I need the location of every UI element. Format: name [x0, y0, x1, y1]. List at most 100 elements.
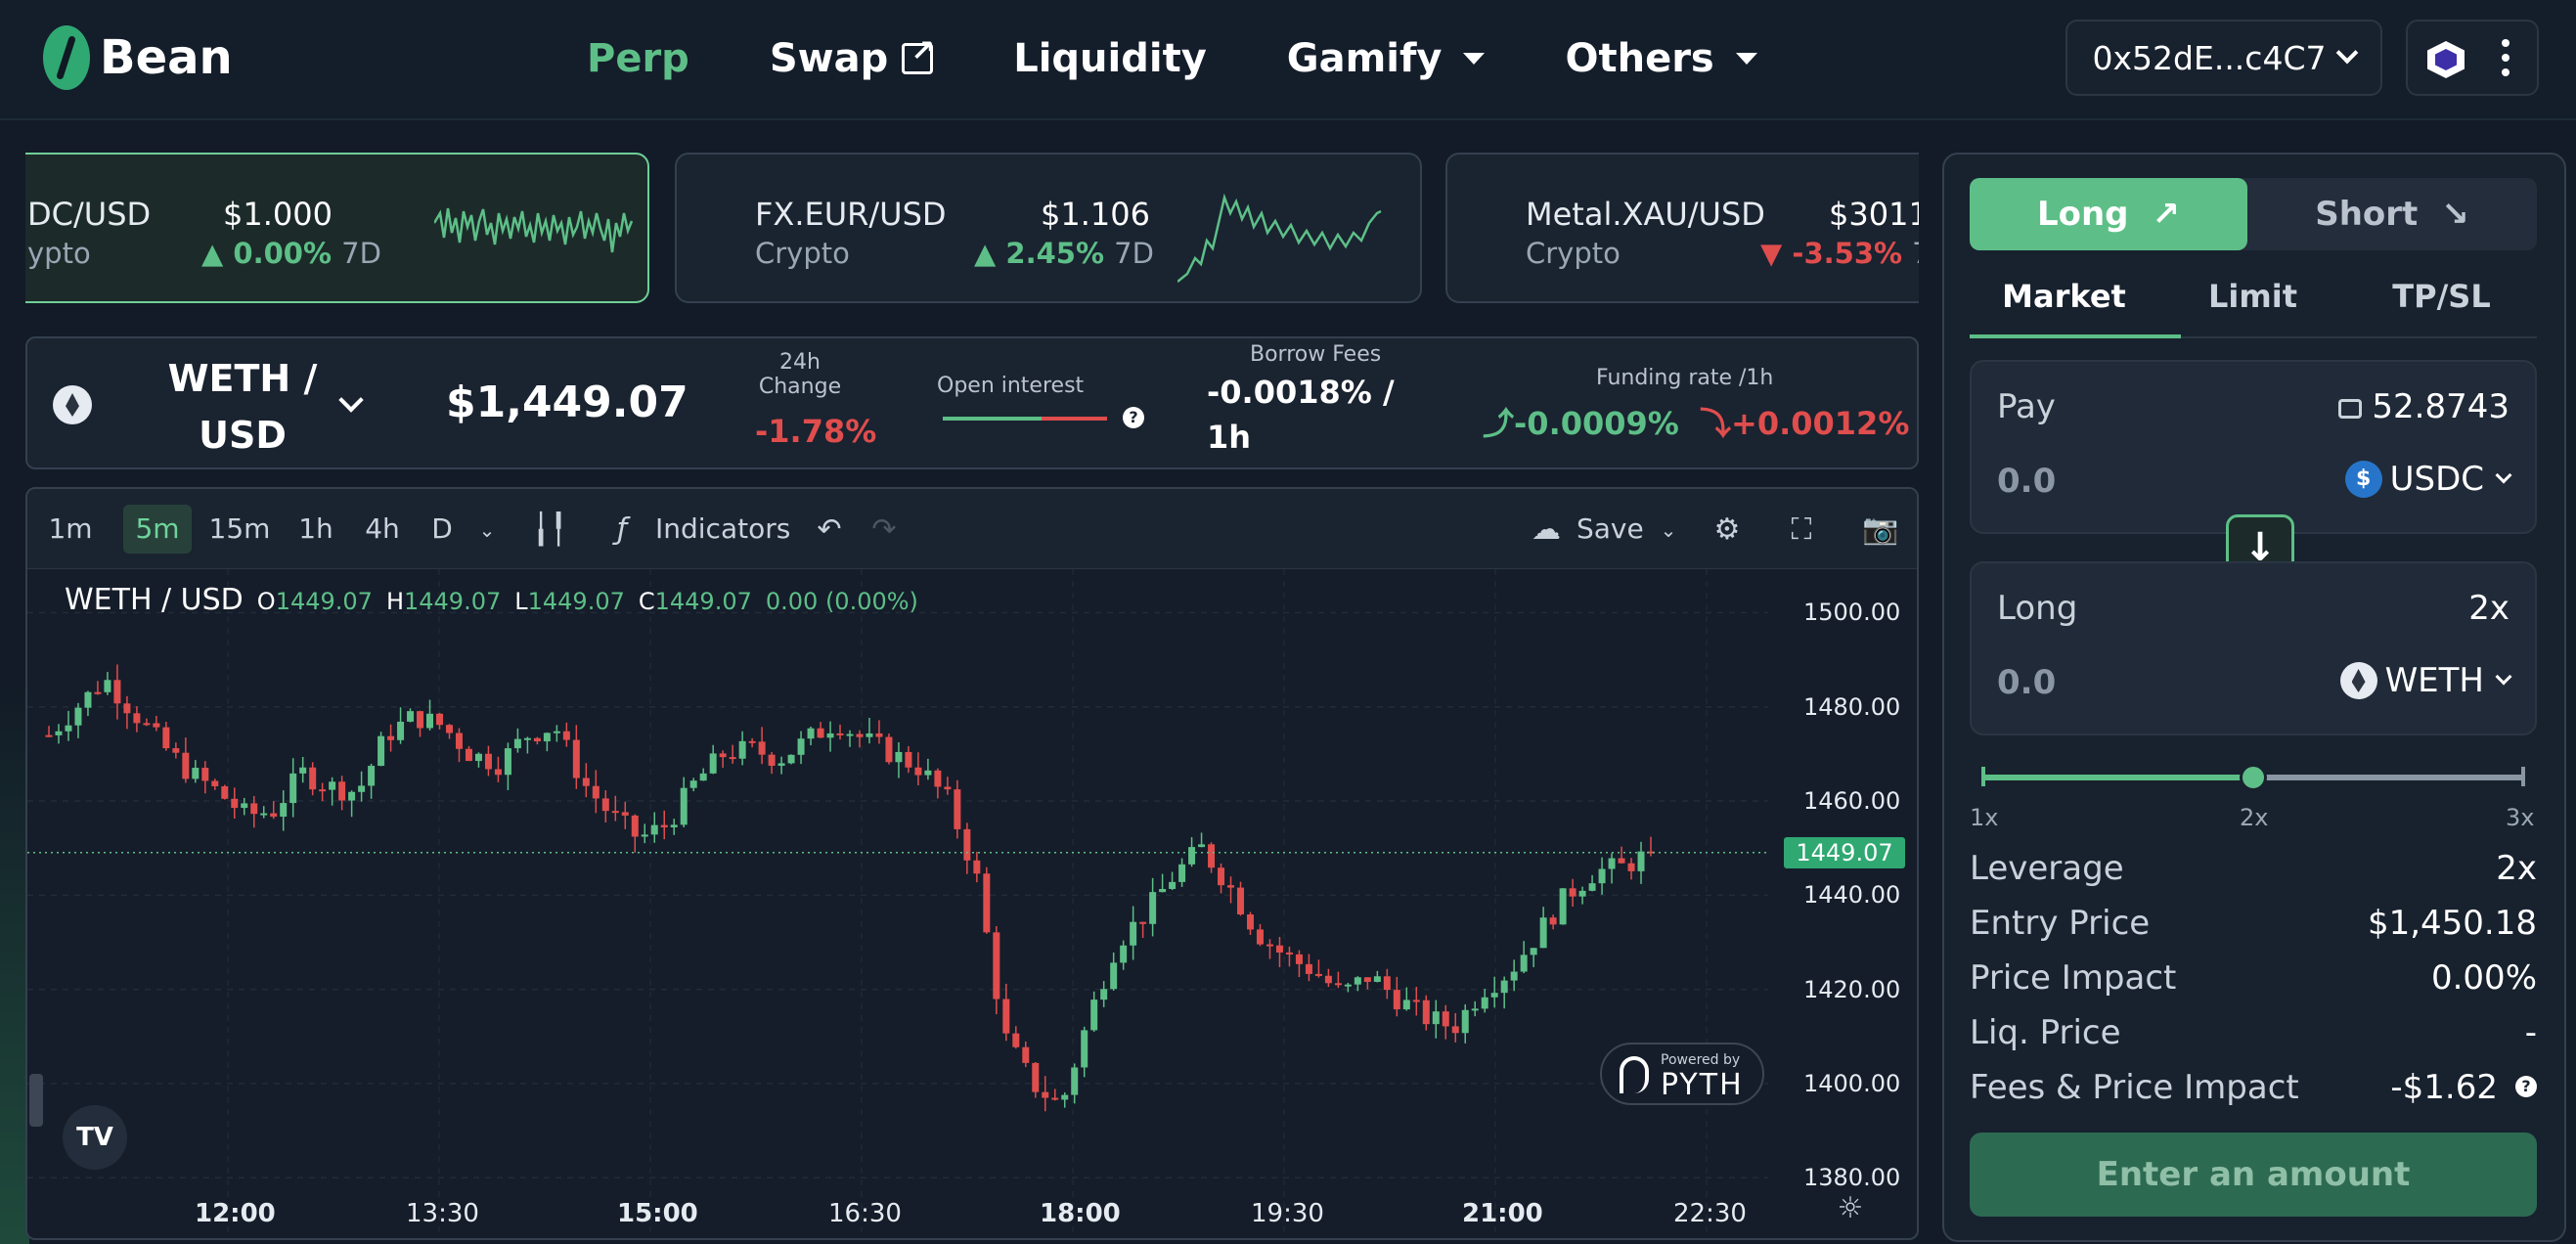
candle-body — [1208, 844, 1216, 868]
candle-body — [309, 767, 317, 790]
candle-body — [1295, 954, 1303, 964]
candle-style-icon[interactable]: ╽╿ — [532, 512, 568, 547]
candle-body — [543, 733, 551, 742]
timeframe-1m[interactable]: 1m — [48, 512, 93, 545]
candle-body — [709, 753, 717, 774]
candle-body — [866, 733, 873, 737]
nav-swap[interactable]: Swap — [769, 29, 936, 88]
chevron-down-icon[interactable]: ⌄ — [478, 518, 496, 542]
candle-body — [1354, 977, 1361, 985]
indicators-button[interactable]: Indicators — [655, 512, 791, 545]
candle-body — [455, 733, 463, 749]
tradingview-logo-icon[interactable]: TV — [63, 1105, 127, 1170]
tab-underline — [1970, 334, 2181, 338]
info-entry-price: Entry Price $1,450.18 — [1970, 904, 2537, 953]
tab-tpsl[interactable]: TP/SL — [2392, 278, 2491, 315]
candle-body — [523, 737, 531, 740]
candle-body — [680, 787, 688, 825]
candle-body — [641, 834, 648, 837]
chart-plot-area[interactable] — [27, 569, 1917, 1238]
save-button[interactable]: Save — [1577, 512, 1644, 545]
candle-body — [562, 731, 570, 740]
receive-token-label: WETH — [2384, 661, 2484, 700]
wallet-button[interactable]: 0x52dE...c4C7 — [2065, 20, 2382, 96]
help-icon[interactable]: ? — [2515, 1076, 2537, 1097]
pay-amount-input[interactable]: 0.0 — [1997, 462, 2057, 501]
nav-gamify[interactable]: Gamify — [1287, 29, 1486, 88]
candle-body — [1344, 984, 1352, 987]
eth-icon — [53, 385, 92, 424]
borrow-value: -0.0018% / 1h — [1207, 374, 1395, 456]
timeframe-4h[interactable]: 4h — [365, 512, 400, 545]
long-button[interactable]: Long ↗ — [1970, 178, 2247, 250]
more-menu-icon[interactable] — [2502, 39, 2509, 78]
candle-body — [1461, 1009, 1469, 1034]
candle-body — [1227, 885, 1235, 888]
candle-body — [944, 786, 952, 790]
ticker-name: Metal.XAU/USD — [1526, 196, 1765, 233]
ticker-card[interactable]: FX.EUR/USD Crypto $1.106 ▲ 2.45% 7D — [675, 153, 1422, 303]
pay-box: Pay 52.8743 0.0 $ USDC — [1970, 360, 2537, 534]
pay-balance-value: 52.8743 — [2372, 387, 2509, 426]
trend-down-icon: ↘ — [2441, 195, 2469, 234]
candle-body — [407, 711, 415, 722]
candle-body — [162, 727, 170, 749]
tab-limit[interactable]: Limit — [2208, 278, 2297, 315]
candle-body — [299, 767, 307, 774]
receive-leverage: 2x — [2468, 589, 2509, 628]
leverage-slider[interactable] — [1981, 764, 2525, 791]
chevron-down-icon[interactable] — [338, 387, 364, 413]
candle-body — [729, 757, 736, 760]
candle-body — [650, 824, 658, 835]
candle-body — [1314, 973, 1322, 976]
candle-body — [797, 738, 805, 755]
help-icon[interactable]: ? — [1123, 407, 1144, 428]
candle-body — [963, 828, 971, 861]
candle-body — [465, 748, 472, 762]
candle-body — [1285, 952, 1293, 955]
receive-amount-input[interactable]: 0.0 — [1997, 663, 2057, 702]
network-icon[interactable] — [2427, 41, 2465, 78]
top-navigation-bar: Bean Perp Swap Liquidity Gamify Others 0… — [0, 0, 2576, 120]
short-button[interactable]: Short ↘ — [2247, 178, 2537, 250]
pay-label: Pay — [1997, 387, 2056, 426]
camera-icon[interactable]: 📷 — [1862, 512, 1899, 547]
slider-knob[interactable] — [2240, 764, 2267, 791]
nav-perp[interactable]: Perp — [587, 29, 689, 88]
nav-liquidity[interactable]: Liquidity — [1013, 29, 1207, 88]
pyth-badge[interactable]: Powered by PYTH — [1600, 1043, 1764, 1105]
timeframe-15m[interactable]: 15m — [208, 512, 271, 545]
ticker-card[interactable]: DC/USD ypto $1.000 ▲ 0.00% 7D — [25, 153, 649, 303]
ticker-card[interactable]: Metal.XAU/USD Crypto $3011.2 ▼ -3.53% 7D — [1445, 153, 1919, 303]
candle-body — [1042, 1091, 1049, 1098]
undo-icon[interactable]: ↶ — [817, 512, 842, 547]
app-logo[interactable]: Bean — [43, 25, 233, 90]
chart-legend: WETH / USD O1449.07 H1449.07 L1449.07 C1… — [65, 583, 918, 617]
indicators-icon[interactable]: ƒ — [616, 512, 628, 547]
timeframe-1h[interactable]: 1h — [298, 512, 333, 545]
theme-sun-icon[interactable]: ☼ — [1837, 1191, 1864, 1225]
receive-token-selector[interactable]: WETH — [2339, 661, 2512, 700]
tab-market[interactable]: Market — [2002, 278, 2126, 315]
info-value: - — [2524, 1013, 2537, 1052]
legend-open: 1449.07 — [275, 588, 373, 615]
nav-swap-label: Swap — [769, 36, 889, 81]
candle-body — [1578, 890, 1586, 897]
pair-selector[interactable]: WETH / USD — [167, 357, 318, 457]
settings-gear-icon[interactable]: ⚙ — [1713, 512, 1741, 547]
candle-body — [836, 733, 844, 735]
fullscreen-icon[interactable]: ⛶ — [1791, 512, 1812, 547]
candle-body — [1588, 883, 1596, 891]
submit-button[interactable]: Enter an amount — [1970, 1133, 2537, 1217]
candle-body — [55, 731, 63, 735]
chevron-down-icon[interactable]: ⌄ — [1660, 518, 1677, 542]
ticker-name: FX.EUR/USD — [755, 196, 947, 233]
nav-others[interactable]: Others — [1565, 29, 1757, 88]
sidebar-handle[interactable] — [29, 1074, 43, 1127]
candle-body — [1402, 1000, 1410, 1010]
pay-token-selector[interactable]: $ USDC — [2344, 460, 2512, 499]
timeframe-5m[interactable]: 5m — [123, 505, 192, 554]
timeframe-d[interactable]: D — [431, 512, 453, 545]
cloud-icon[interactable]: ☁ — [1532, 512, 1561, 547]
candle-body — [807, 728, 815, 739]
